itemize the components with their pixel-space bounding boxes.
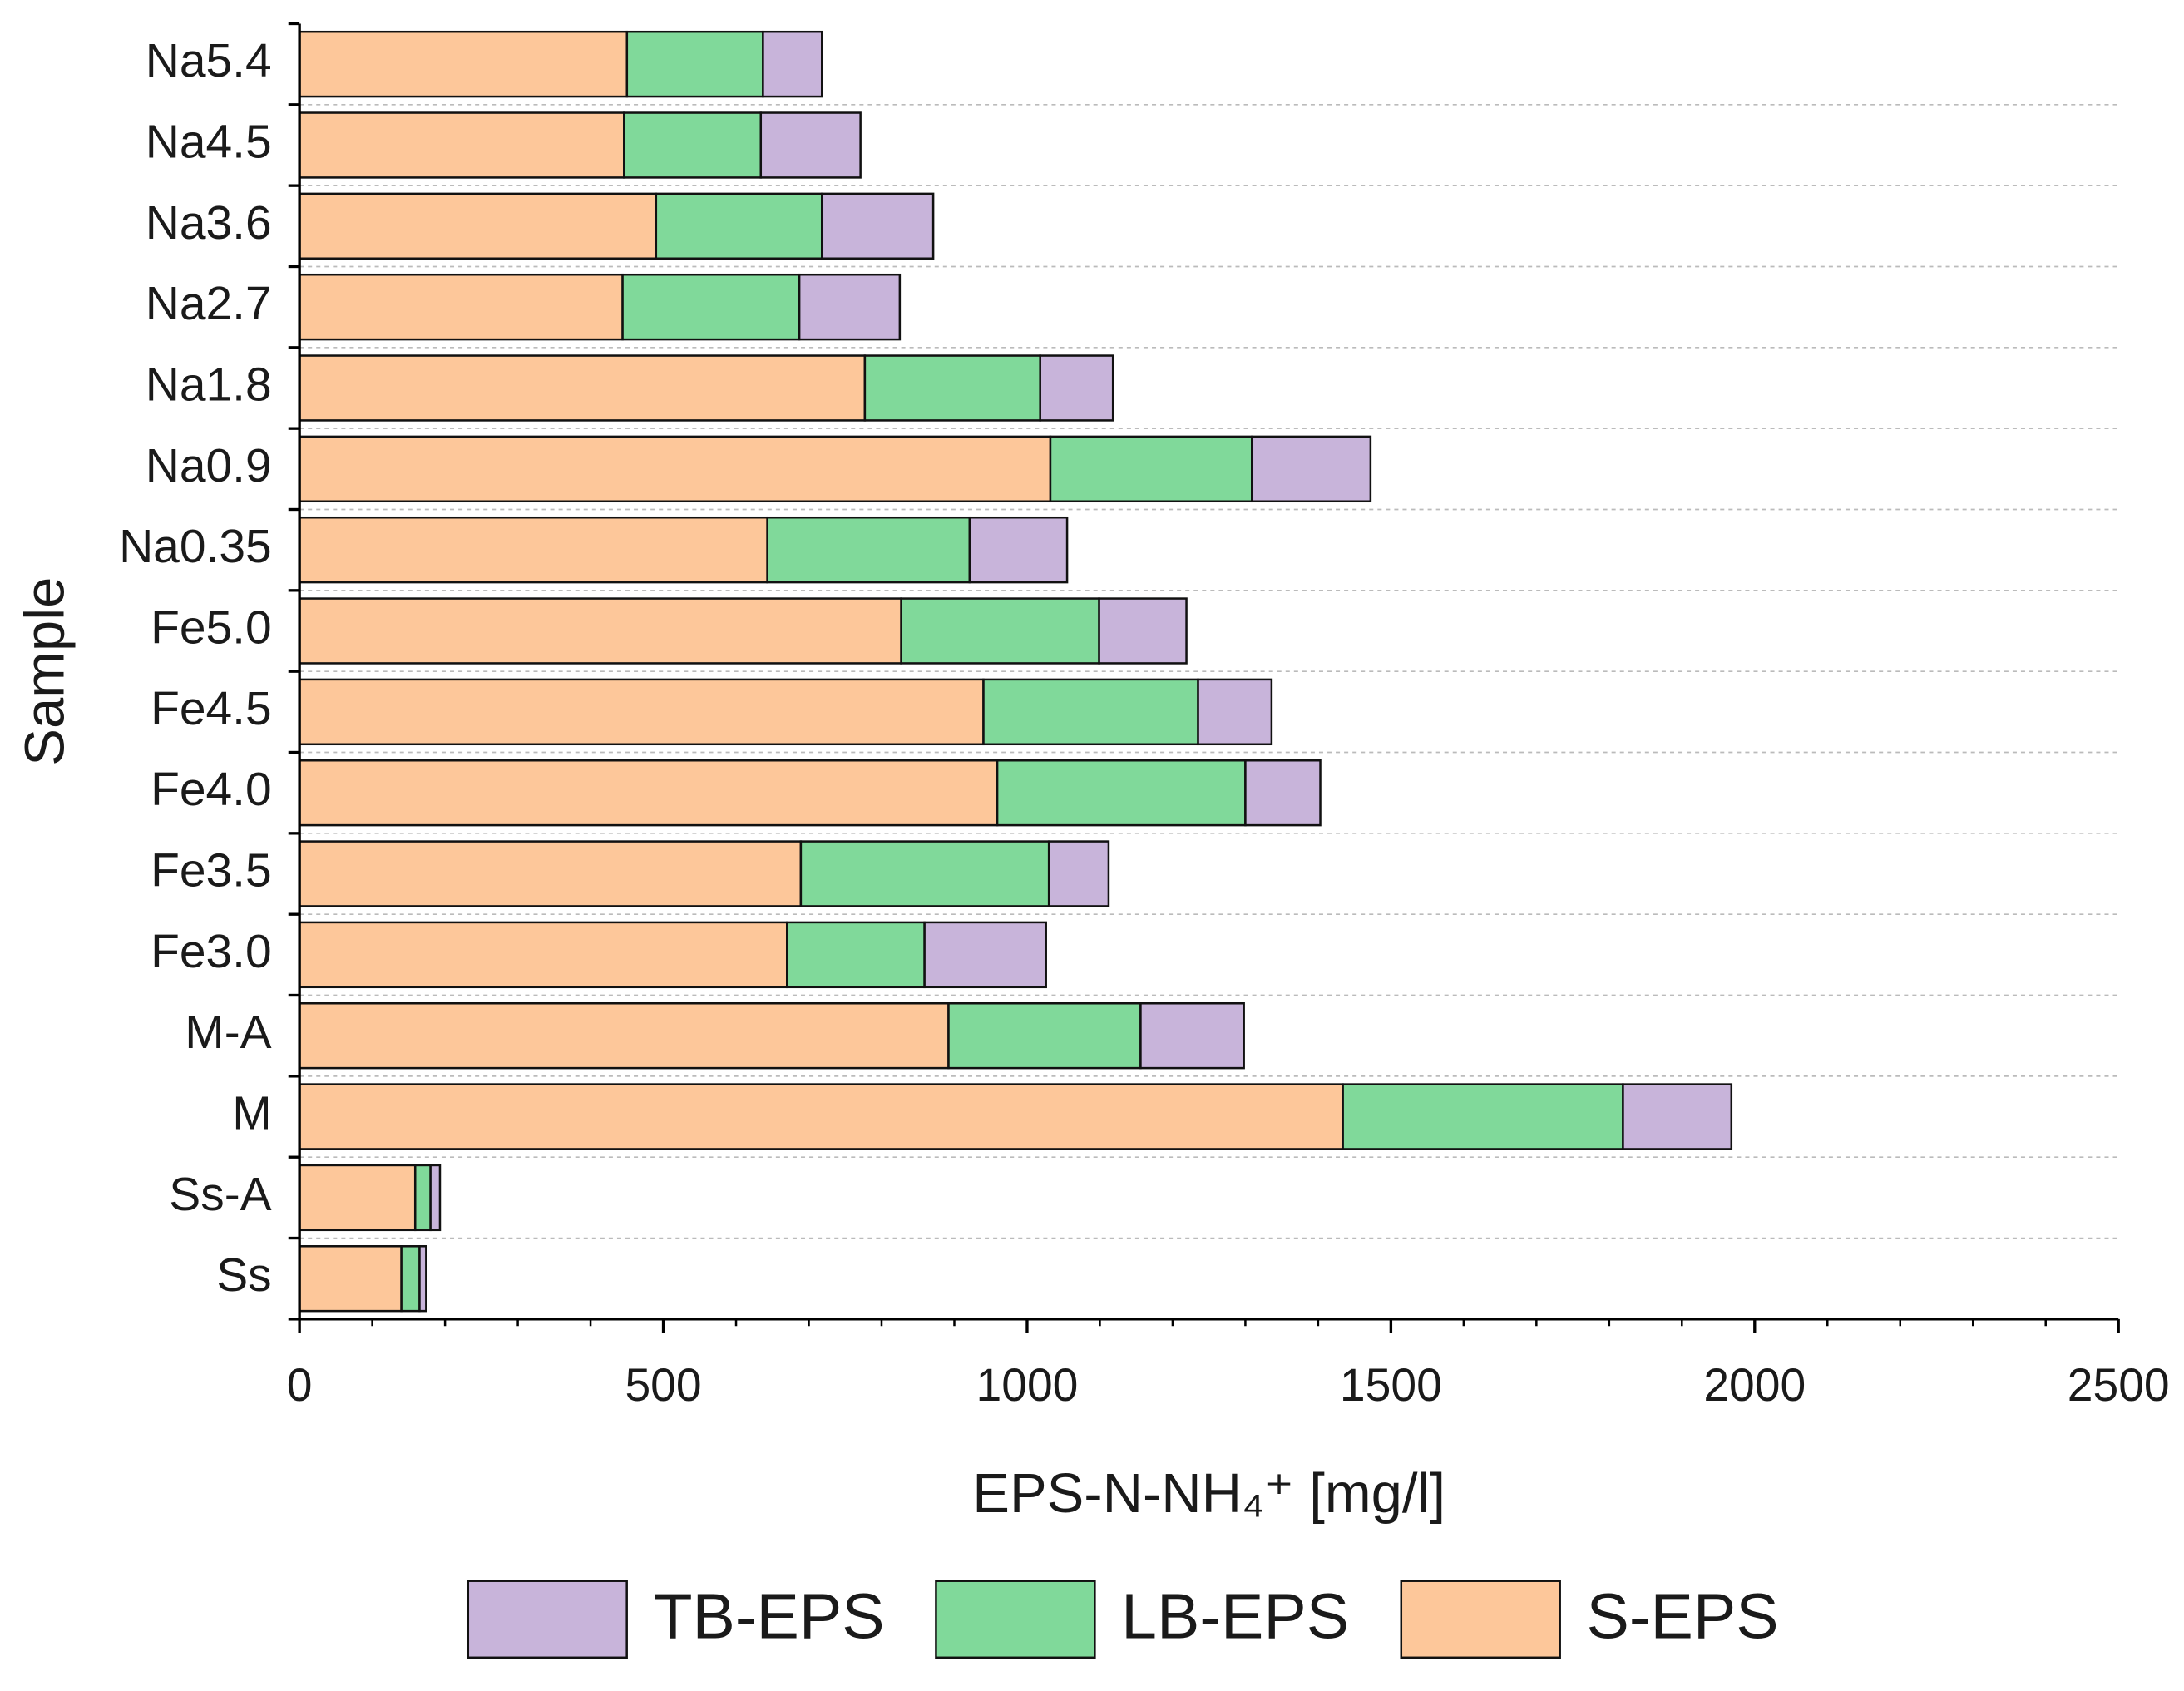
bar-segment [1039,354,1114,422]
y-tick-label: Fe5.0 [151,601,272,655]
legend-label: TB-EPS [653,1581,884,1653]
bar-segment [759,111,862,179]
bar-segment [298,759,999,827]
bar-segment [900,597,1100,665]
legend-swatch [1400,1580,1561,1659]
bar-segment [298,516,768,584]
bar-segment [786,921,926,989]
y-tick-label: Na4.5 [146,116,272,169]
bar-segment [298,1002,950,1070]
x-tick-label: 500 [625,1359,701,1411]
y-tick-label: Na1.8 [146,358,272,412]
bar-segment [298,1083,1344,1150]
y-tick-label: Ss-A [169,1168,271,1221]
bar-segment [766,516,971,584]
bar-segment [1251,435,1372,503]
bar-segment [821,192,935,260]
bar-segment [413,1164,432,1232]
bar-segment [298,192,658,260]
bar-segment [947,1002,1142,1070]
bar-segment [621,273,801,341]
bar-segment [298,435,1052,503]
bar-segment [982,678,1199,746]
bar-segment [429,1164,442,1232]
bar-segment [762,30,823,98]
bar-segment [298,354,867,422]
bar-segment [1622,1083,1733,1150]
x-tick-label: 1500 [1340,1359,1442,1411]
bar-segment [1049,435,1253,503]
bar-segment [996,759,1247,827]
bar-segment [298,678,985,746]
bar-segment [298,1245,403,1313]
bar-segment [298,840,803,907]
x-tick-label: 2000 [1703,1359,1806,1411]
bar-segment [298,921,788,989]
y-tick-label: Fe4.0 [151,763,272,816]
bar-segment [298,273,624,341]
x-tick-label: 1000 [976,1359,1079,1411]
y-tick-label: Na2.7 [146,277,272,330]
y-tick-label: Ss [216,1248,271,1302]
y-tick-label: M-A [185,1006,271,1059]
bar-segment [298,30,629,98]
y-tick-label: M [232,1087,271,1140]
bar-segment [623,111,763,179]
legend-label: LB-EPS [1121,1581,1349,1653]
bar-segment [625,30,764,98]
y-tick-label: Na3.6 [146,196,272,250]
bar-segment [1197,678,1273,746]
x-tick-label: 0 [287,1359,313,1411]
bar-segment [1047,840,1110,907]
bar-segment [298,1164,417,1232]
legend-swatch [935,1580,1096,1659]
bar-segment [298,111,625,179]
y-tick-label: Na5.4 [146,34,272,87]
y-tick-label: Fe3.0 [151,925,272,978]
bar-segment [863,354,1041,422]
x-tick-label: 2500 [2068,1359,2170,1411]
legend-swatch [467,1580,628,1659]
bar-segment [298,597,902,665]
bar-segment [1139,1002,1245,1070]
bar-segment [1244,759,1322,827]
bar-segment [799,840,1050,907]
y-tick-label: Fe4.5 [151,682,272,735]
y-tick-label: Na0.9 [146,439,272,492]
y-axis-title: Sample [13,577,76,766]
bar-segment [418,1245,427,1313]
y-tick-label: Fe3.5 [151,844,272,897]
x-axis-title: EPS-N-NH₄⁺ [mg/l] [972,1462,1445,1525]
bar-segment [798,273,902,341]
legend-label: S-EPS [1586,1581,1778,1653]
bar-segment [400,1245,421,1313]
bar-segment [655,192,823,260]
bar-segment [1098,597,1188,665]
bar-segment [923,921,1047,989]
bar-segment [968,516,1069,584]
bar-segment [1342,1083,1624,1150]
y-tick-label: Na0.35 [119,520,272,573]
